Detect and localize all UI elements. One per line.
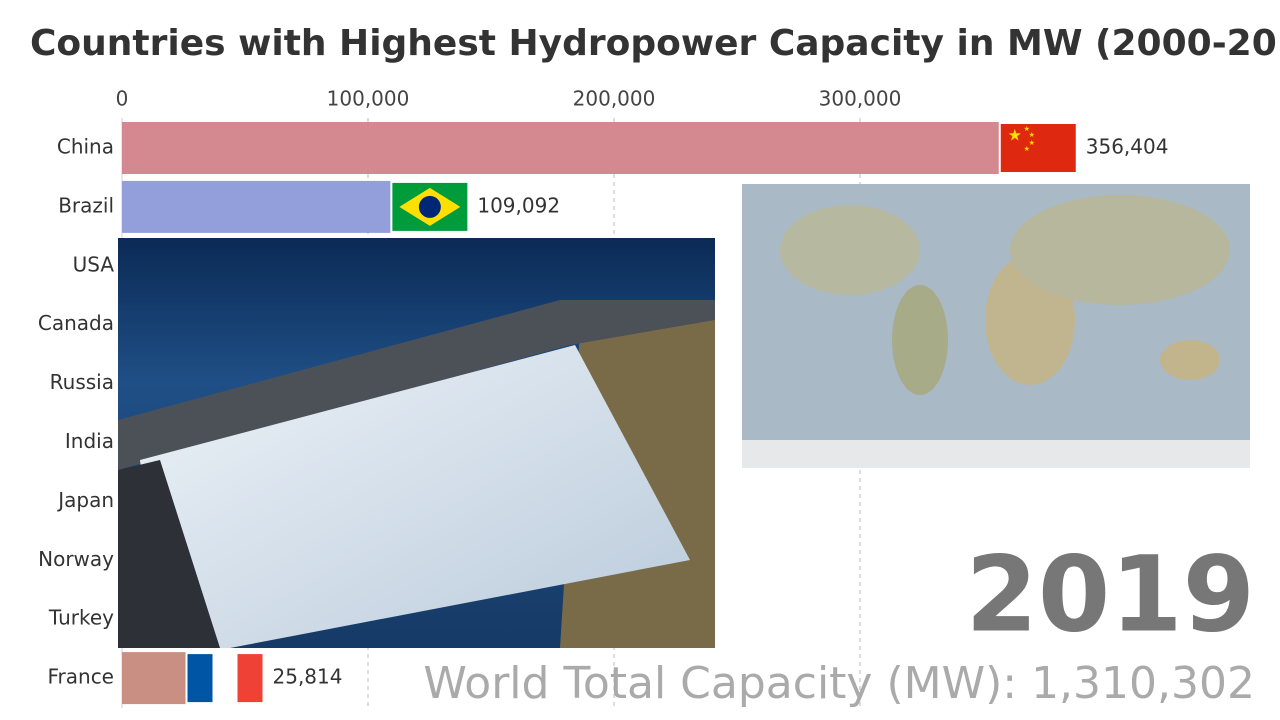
flag xyxy=(1000,124,1076,172)
x-tick-label: 200,000 xyxy=(573,87,656,111)
year-label: 2019 xyxy=(966,533,1255,655)
y-tick-label: Norway xyxy=(38,547,114,571)
x-tick-label: 100,000 xyxy=(327,87,410,111)
flag-star: ★ xyxy=(1024,125,1030,133)
flag xyxy=(187,654,213,703)
y-tick-label: Japan xyxy=(56,488,114,512)
flag-star: ★ xyxy=(1024,145,1030,153)
value-label: 25,814 xyxy=(273,665,343,689)
bar xyxy=(122,652,186,705)
y-tick-label: France xyxy=(47,665,114,689)
chart-title: Countries with Highest Hydropower Capaci… xyxy=(30,23,1280,64)
flag-globe xyxy=(418,195,441,218)
y-tick-label: India xyxy=(65,429,114,453)
y-tick-label: Brazil xyxy=(58,193,114,217)
x-tick-label: 0 xyxy=(116,87,129,111)
value-label: 356,404 xyxy=(1086,135,1169,159)
flag xyxy=(212,654,238,703)
y-tick-label: Canada xyxy=(38,311,114,335)
y-tick-label: Russia xyxy=(50,370,114,394)
y-tick-label: China xyxy=(57,135,114,159)
flag-star: ★ xyxy=(1029,131,1035,139)
flag xyxy=(237,654,263,703)
flag-star: ★ xyxy=(1008,126,1022,145)
world-total: World Total Capacity (MW): 1,310,302 xyxy=(423,658,1255,709)
flag-star: ★ xyxy=(1029,139,1035,147)
world-map xyxy=(742,184,1250,468)
y-tick-label: USA xyxy=(73,252,115,276)
bar xyxy=(122,180,391,233)
value-label: 109,092 xyxy=(477,193,560,217)
bar xyxy=(122,122,999,174)
x-tick-label: 300,000 xyxy=(819,87,902,111)
y-tick-label: Turkey xyxy=(48,606,114,630)
dam-photo xyxy=(118,238,715,648)
